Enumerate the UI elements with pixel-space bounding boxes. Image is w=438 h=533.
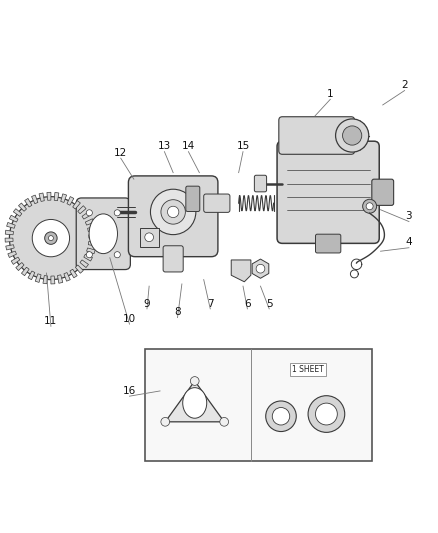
Polygon shape — [51, 276, 55, 284]
Text: 1: 1 — [327, 89, 334, 99]
Polygon shape — [75, 265, 83, 273]
Ellipse shape — [89, 214, 117, 254]
Text: 11: 11 — [44, 316, 57, 326]
FancyBboxPatch shape — [204, 194, 230, 212]
Text: 1 SHEET: 1 SHEET — [293, 365, 324, 374]
FancyBboxPatch shape — [163, 246, 183, 272]
Polygon shape — [11, 257, 20, 264]
Polygon shape — [7, 222, 15, 228]
Polygon shape — [84, 254, 92, 261]
Polygon shape — [73, 200, 80, 209]
Polygon shape — [85, 219, 94, 225]
Circle shape — [363, 199, 377, 213]
Circle shape — [10, 197, 92, 280]
Polygon shape — [18, 203, 26, 211]
Text: 6: 6 — [244, 298, 251, 309]
Circle shape — [266, 401, 296, 432]
Circle shape — [86, 252, 92, 258]
Polygon shape — [43, 276, 48, 284]
Circle shape — [161, 417, 170, 426]
Polygon shape — [5, 230, 14, 235]
Circle shape — [191, 377, 199, 385]
Polygon shape — [13, 208, 22, 216]
Circle shape — [167, 206, 179, 217]
Text: 16: 16 — [123, 386, 136, 396]
Polygon shape — [67, 197, 74, 205]
Polygon shape — [165, 381, 224, 422]
Polygon shape — [57, 275, 63, 283]
Text: 5: 5 — [266, 298, 272, 309]
Circle shape — [315, 403, 337, 425]
Polygon shape — [140, 228, 159, 247]
Polygon shape — [5, 238, 13, 242]
Polygon shape — [231, 260, 251, 282]
Polygon shape — [8, 251, 17, 257]
Circle shape — [220, 417, 229, 426]
Circle shape — [114, 210, 120, 216]
FancyBboxPatch shape — [76, 198, 131, 270]
Circle shape — [366, 203, 373, 210]
Circle shape — [150, 189, 196, 235]
Circle shape — [336, 119, 369, 152]
Polygon shape — [70, 269, 77, 278]
Text: 7: 7 — [207, 298, 214, 309]
Circle shape — [32, 220, 70, 257]
Polygon shape — [88, 226, 96, 231]
FancyBboxPatch shape — [372, 179, 394, 205]
FancyBboxPatch shape — [277, 141, 379, 244]
Text: 9: 9 — [144, 298, 150, 309]
Text: 4: 4 — [406, 238, 412, 247]
Circle shape — [308, 395, 345, 432]
Polygon shape — [64, 272, 70, 281]
Polygon shape — [61, 194, 67, 203]
Polygon shape — [9, 215, 18, 222]
FancyBboxPatch shape — [315, 234, 341, 253]
Text: 12: 12 — [114, 148, 127, 158]
Polygon shape — [35, 274, 41, 282]
Circle shape — [114, 252, 120, 258]
Text: 13: 13 — [158, 141, 171, 151]
Bar — [145, 350, 372, 461]
Circle shape — [49, 236, 53, 240]
Polygon shape — [32, 195, 38, 204]
Polygon shape — [252, 259, 269, 278]
Polygon shape — [21, 267, 29, 276]
Polygon shape — [28, 271, 35, 280]
Text: 10: 10 — [123, 314, 136, 324]
Text: 2: 2 — [401, 80, 408, 90]
Circle shape — [272, 408, 290, 425]
FancyBboxPatch shape — [254, 175, 267, 192]
Polygon shape — [25, 198, 32, 207]
Circle shape — [161, 200, 185, 224]
Circle shape — [343, 126, 362, 145]
Ellipse shape — [183, 387, 207, 418]
Polygon shape — [89, 234, 97, 238]
Polygon shape — [88, 241, 96, 246]
FancyBboxPatch shape — [128, 176, 218, 257]
Polygon shape — [16, 263, 24, 271]
Polygon shape — [39, 193, 44, 201]
Polygon shape — [6, 245, 14, 250]
Circle shape — [256, 264, 265, 273]
Circle shape — [45, 232, 57, 244]
Text: 15: 15 — [237, 141, 250, 151]
Polygon shape — [47, 192, 51, 200]
Polygon shape — [82, 212, 91, 219]
Polygon shape — [87, 248, 95, 254]
Text: 14: 14 — [182, 141, 195, 151]
FancyBboxPatch shape — [279, 117, 355, 154]
Text: 8: 8 — [174, 308, 181, 317]
Polygon shape — [80, 260, 88, 268]
Text: 3: 3 — [406, 211, 412, 221]
Polygon shape — [78, 206, 86, 214]
Circle shape — [86, 210, 92, 216]
FancyBboxPatch shape — [186, 186, 200, 212]
Circle shape — [145, 233, 153, 241]
Polygon shape — [54, 192, 59, 201]
